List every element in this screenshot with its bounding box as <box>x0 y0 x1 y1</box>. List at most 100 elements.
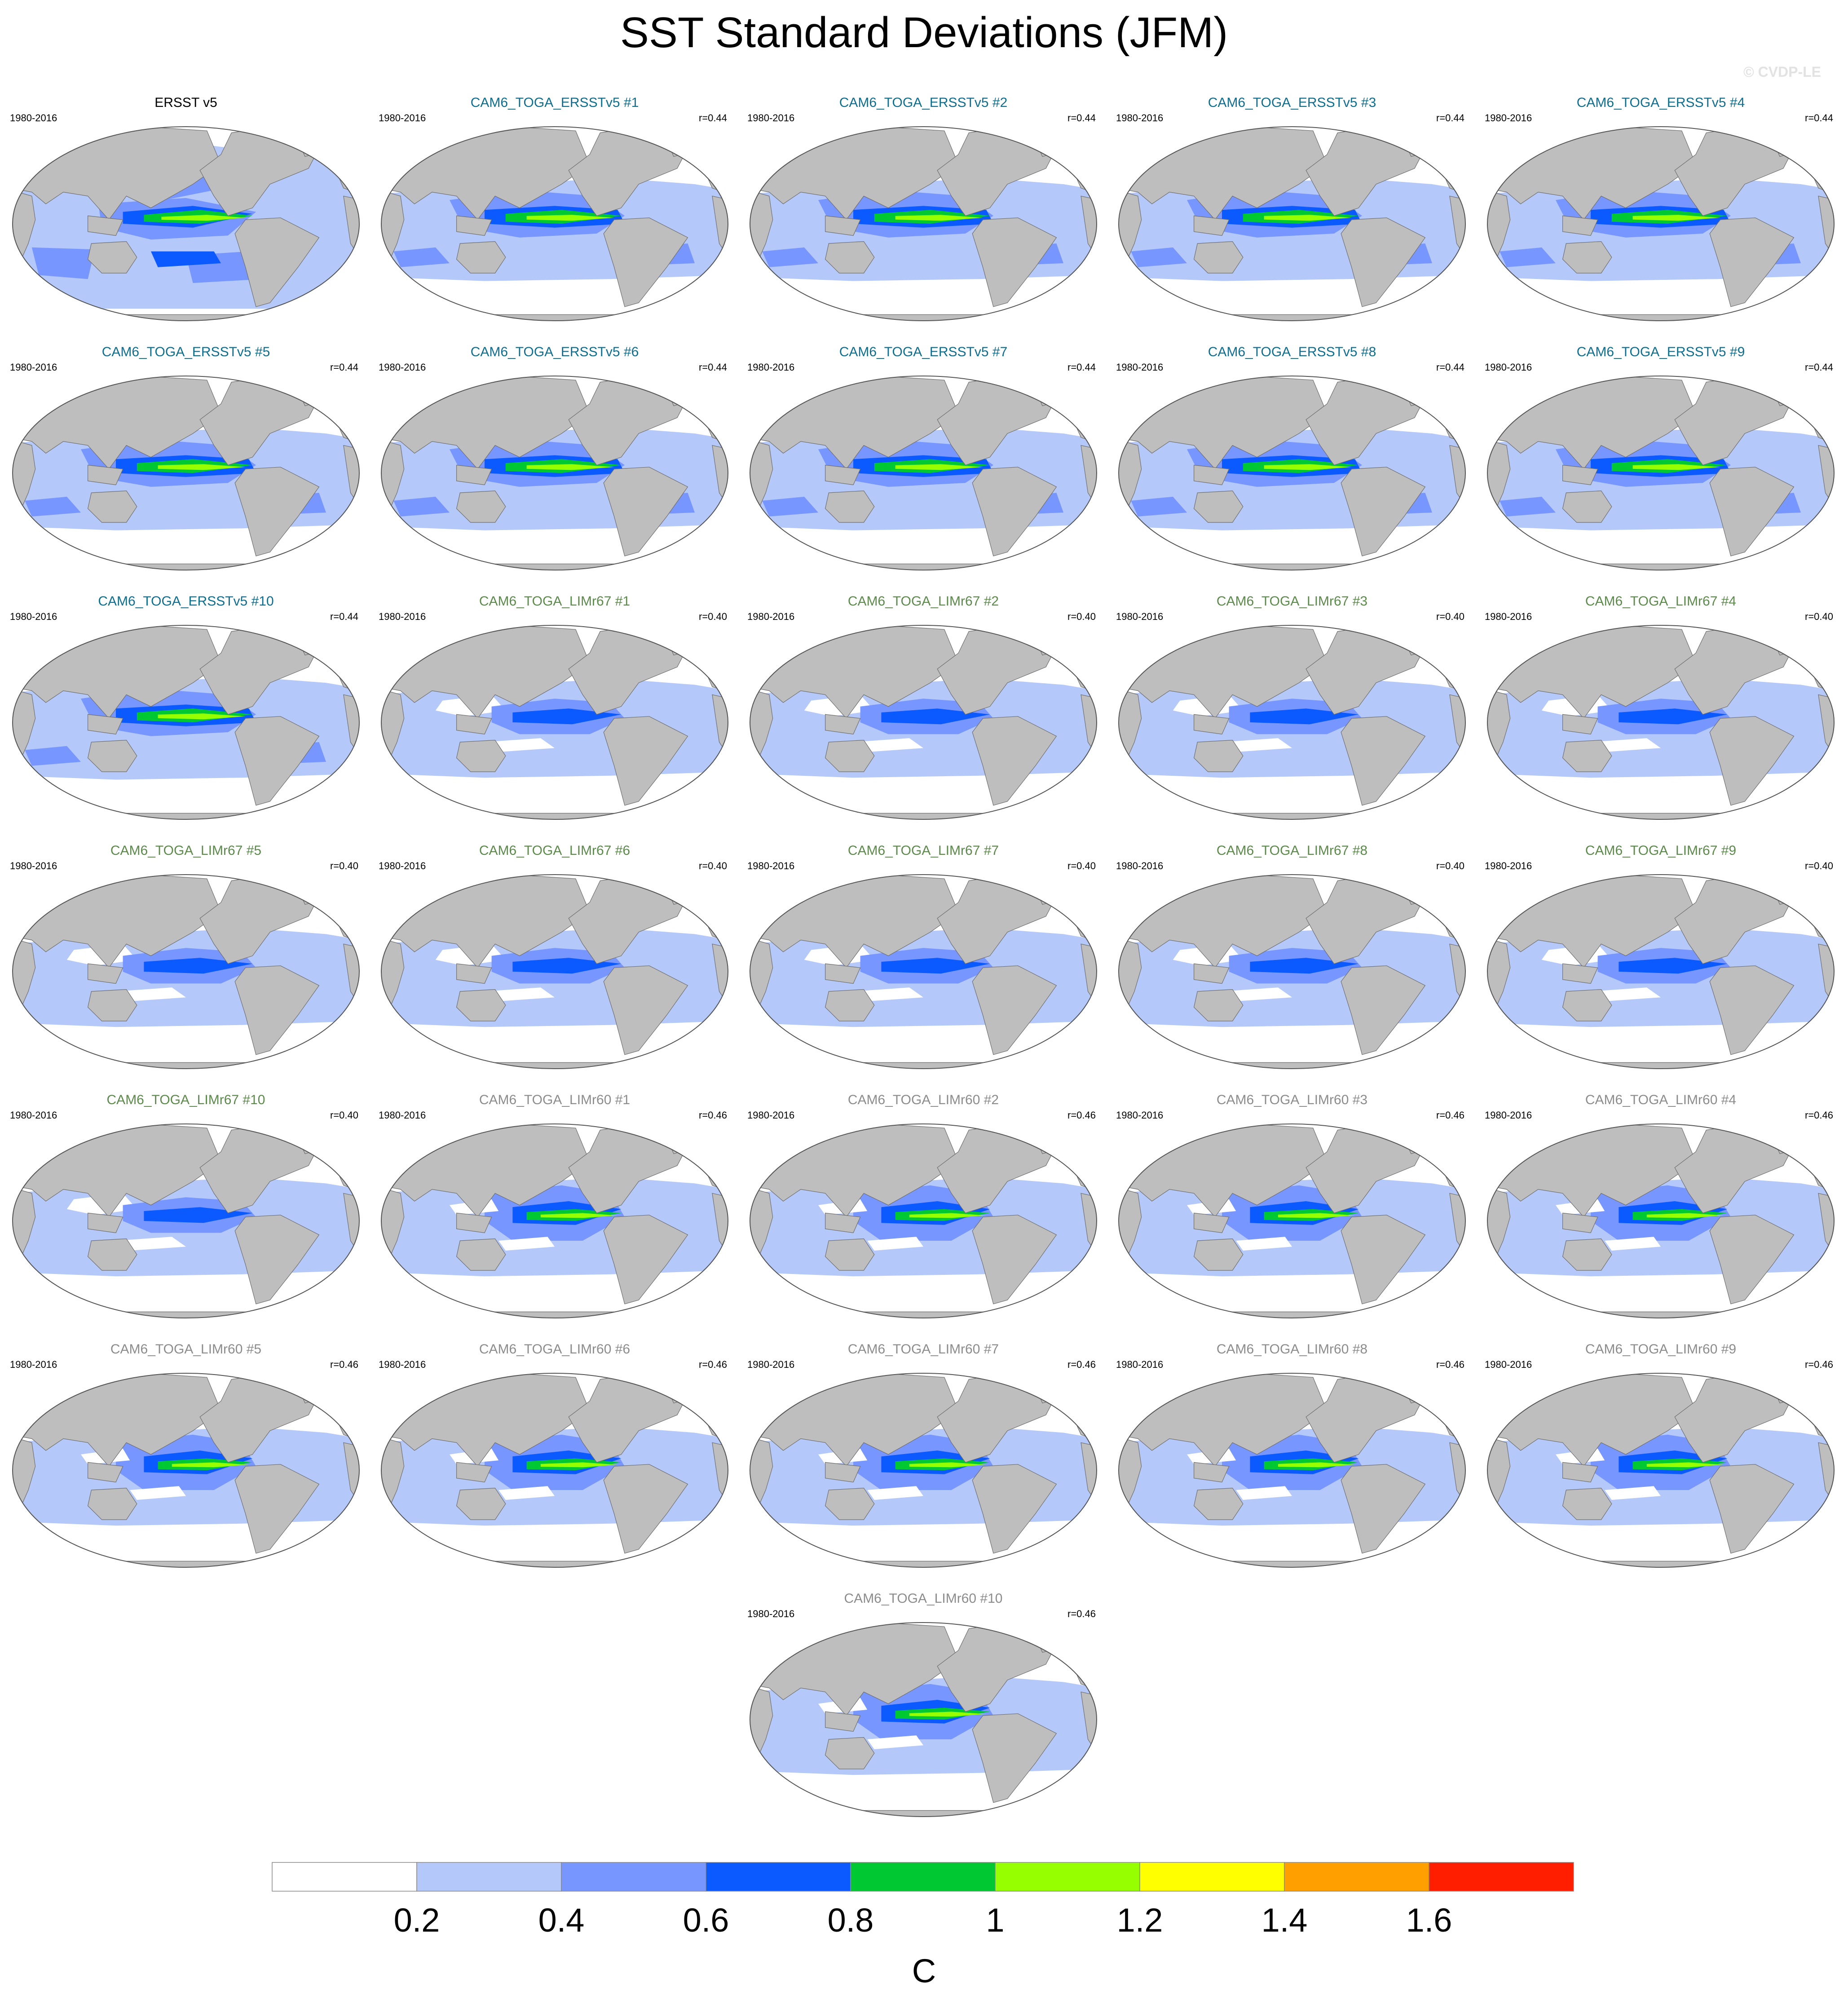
sst-contour-band <box>1632 464 1720 470</box>
map-outline <box>1118 1373 1466 1568</box>
panel-title: CAM6_TOGA_LIMr60 #4 <box>1585 1092 1737 1107</box>
map-outline <box>1487 1373 1835 1568</box>
sst-contour-band <box>853 987 923 1001</box>
land-maritime-continent <box>825 464 861 486</box>
colorbar: 0.2 0.4 0.6 0.8 1 1.2 1.4 1.6 <box>272 1862 1574 1939</box>
panel-years: 1980-2016 <box>10 112 57 124</box>
land-antarctica <box>1487 1561 1834 1567</box>
panel-title: CAM6_TOGA_LIMr67 #9 <box>1585 843 1737 858</box>
land-antarctica <box>381 1062 728 1069</box>
sst-contour-band <box>540 1462 618 1468</box>
land-south-america <box>234 716 320 806</box>
sst-contour-band <box>1278 1213 1355 1218</box>
sst-contour-band <box>540 1213 618 1218</box>
panel-title: CAM6_TOGA_ERSSTv5 #2 <box>839 95 1008 110</box>
panel-title: CAM6_TOGA_ERSSTv5 #5 <box>101 345 270 359</box>
map-panel: CAM6_TOGA_LIMr60 #3 1980-2016 r=0.46 <box>1111 1090 1473 1323</box>
panel-correlation: r=0.44 <box>1436 362 1464 373</box>
sst-contour-band <box>31 247 95 279</box>
land-australia <box>1193 1238 1244 1271</box>
panel-years: 1980-2016 <box>379 1359 426 1370</box>
panel-years: 1980-2016 <box>10 1359 57 1370</box>
land-antarctica <box>1487 1062 1834 1069</box>
land-maritime-continent <box>1562 215 1598 236</box>
sst-map <box>12 1373 360 1568</box>
map-panel: CAM6_TOGA_LIMr67 #3 1980-2016 r=0.40 <box>1111 591 1473 825</box>
land-australia <box>87 989 137 1022</box>
land-maritime-continent <box>1562 464 1598 486</box>
land-south-america <box>1341 716 1426 806</box>
sst-contour-band <box>1250 708 1359 725</box>
sst-contour-band <box>526 215 614 221</box>
panel-title: CAM6_TOGA_LIMr67 #2 <box>847 594 999 609</box>
sst-map <box>750 874 1097 1069</box>
colorbar-swatch <box>1139 1862 1285 1892</box>
sst-map <box>1118 376 1466 570</box>
panel-title: CAM6_TOGA_ERSSTv5 #6 <box>470 345 639 359</box>
map-panel: CAM6_TOGA_LIMr60 #2 1980-2016 r=0.46 <box>742 1090 1105 1323</box>
land-antarctica <box>750 1810 1097 1817</box>
land-south-america <box>1341 467 1426 557</box>
panel-correlation: r=0.46 <box>699 1110 727 1121</box>
land-australia <box>1193 739 1244 772</box>
land-australia <box>456 739 506 772</box>
land-antarctica <box>750 1062 1097 1069</box>
panel-correlation: r=0.40 <box>699 860 727 871</box>
land-antarctica <box>13 813 359 819</box>
panel-correlation: r=0.44 <box>330 611 358 622</box>
panel-correlation: r=0.44 <box>1436 112 1464 124</box>
land-maritime-continent <box>1194 464 1230 486</box>
sst-contour-band <box>1605 1486 1661 1500</box>
land-maritime-continent <box>825 1711 861 1732</box>
sst-contour-band <box>881 708 990 725</box>
sst-contour-band <box>1646 1462 1724 1468</box>
sst-map <box>381 625 728 820</box>
map-outline <box>12 1373 360 1568</box>
land-south-america <box>972 1215 1057 1305</box>
land-maritime-continent <box>456 464 492 486</box>
panel-years: 1980-2016 <box>1485 860 1532 871</box>
sst-map <box>750 1373 1097 1568</box>
sst-contour-band <box>25 496 81 517</box>
map-panel: CAM6_TOGA_ERSSTv5 #7 1980-2016 r=0.44 <box>742 342 1105 575</box>
map-panel: CAM6_TOGA_LIMr60 #7 1980-2016 r=0.46 <box>742 1339 1105 1573</box>
sst-map <box>1487 625 1835 820</box>
panel-years: 1980-2016 <box>747 611 795 622</box>
sst-contour-band <box>1222 738 1292 752</box>
map-panel: CAM6_TOGA_LIMr67 #7 1980-2016 r=0.40 <box>742 840 1105 1074</box>
land-south-america <box>972 467 1057 557</box>
land-antarctica <box>1487 813 1834 819</box>
land-australia <box>825 1238 875 1271</box>
map-panel: CAM6_TOGA_LIMr60 #1 1980-2016 r=0.46 <box>373 1090 736 1323</box>
sst-contour-band <box>909 1462 987 1468</box>
land-antarctica <box>381 314 728 321</box>
map-panel: CAM6_TOGA_LIMr67 #2 1980-2016 r=0.40 <box>742 591 1105 825</box>
panel-years: 1980-2016 <box>747 860 795 871</box>
land-maritime-continent <box>825 1462 861 1483</box>
land-maritime-continent <box>456 963 492 984</box>
sst-map <box>750 1123 1097 1318</box>
colorbar-tick-label: 1.6 <box>1406 1902 1452 1939</box>
sst-contour-band <box>1222 987 1292 1001</box>
sst-map <box>1487 874 1835 1069</box>
land-south-america <box>972 1464 1057 1554</box>
land-maritime-continent <box>1562 963 1598 984</box>
sst-map <box>750 625 1097 820</box>
sst-map <box>1118 625 1466 820</box>
land-maritime-continent <box>88 1212 123 1234</box>
colorbar-tick-label: 0.6 <box>683 1902 729 1939</box>
panel-correlation: r=0.44 <box>330 362 358 373</box>
panel-years: 1980-2016 <box>747 362 795 373</box>
map-outline <box>1118 625 1466 820</box>
sst-contour-band <box>909 1213 987 1218</box>
land-australia <box>87 1238 137 1271</box>
land-maritime-continent <box>825 215 861 236</box>
sst-contour-band <box>1278 1462 1355 1468</box>
sst-contour-band <box>867 1735 923 1749</box>
sst-contour-band <box>512 958 622 974</box>
map-panel: CAM6_TOGA_LIMr60 #10 1980-2016 r=0.46 <box>742 1588 1105 1822</box>
panel-title: CAM6_TOGA_LIMr67 #4 <box>1585 594 1737 609</box>
land-south-america <box>234 1464 320 1554</box>
sst-contour-band <box>1250 958 1359 974</box>
sst-contour-band <box>130 1486 186 1500</box>
